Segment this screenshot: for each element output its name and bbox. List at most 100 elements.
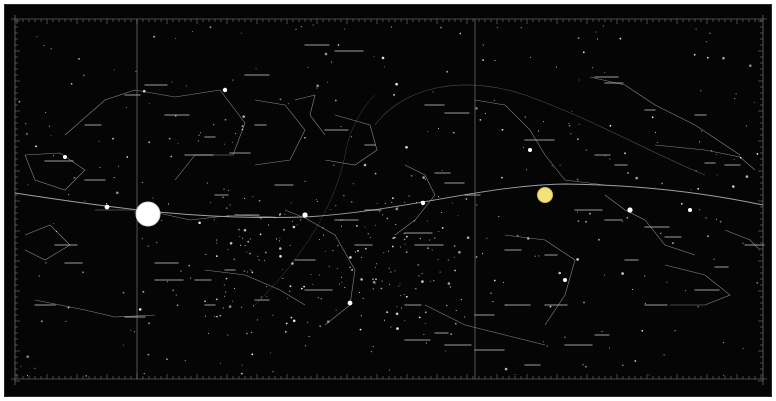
star (316, 87, 318, 89)
star (290, 316, 293, 319)
star (223, 284, 225, 286)
bright-star (528, 148, 532, 152)
star (715, 218, 717, 220)
star (529, 56, 532, 58)
star (289, 244, 291, 246)
star (419, 238, 421, 240)
star (152, 197, 154, 199)
star (608, 347, 611, 349)
star (514, 373, 516, 376)
star (388, 267, 390, 269)
star (246, 332, 248, 335)
star (232, 300, 234, 302)
star (122, 291, 125, 294)
star (327, 81, 329, 83)
star (465, 198, 468, 200)
star (481, 252, 484, 254)
star (78, 58, 80, 60)
star (118, 165, 120, 167)
star (666, 281, 668, 283)
star (373, 55, 375, 57)
star (216, 239, 218, 241)
star (405, 295, 408, 298)
constellation-outline (394, 164, 436, 236)
star (322, 234, 325, 236)
star (582, 364, 584, 366)
star (576, 258, 579, 261)
star (502, 281, 505, 283)
star (296, 224, 298, 226)
star (374, 267, 376, 269)
star (279, 247, 282, 250)
star (475, 107, 478, 110)
star (43, 44, 45, 47)
star (209, 201, 212, 203)
star (279, 255, 282, 258)
star (219, 362, 222, 364)
star (454, 269, 456, 272)
star (621, 364, 624, 367)
star (709, 32, 711, 34)
star (441, 169, 443, 172)
star (126, 156, 129, 158)
star (45, 262, 47, 264)
star (498, 216, 500, 218)
star (542, 341, 545, 343)
star (383, 66, 385, 68)
star (38, 275, 40, 277)
star (382, 214, 384, 216)
star (318, 238, 321, 241)
star (167, 203, 170, 205)
star (454, 322, 457, 325)
star (396, 327, 399, 330)
star (404, 320, 406, 322)
star (204, 300, 207, 303)
star (287, 297, 289, 299)
star (707, 235, 709, 238)
star (334, 99, 337, 102)
star (53, 223, 55, 225)
star (386, 311, 388, 314)
star (175, 37, 177, 39)
constellation-outline (284, 209, 356, 326)
star (603, 274, 606, 276)
star (264, 251, 267, 254)
bright-star (63, 155, 67, 159)
star (326, 320, 330, 323)
star (624, 152, 626, 155)
star (142, 89, 146, 93)
star (424, 311, 427, 314)
star (219, 314, 222, 317)
star (209, 26, 212, 29)
star (166, 281, 169, 283)
star (449, 286, 452, 288)
star (206, 182, 208, 184)
star (300, 26, 302, 28)
star (324, 250, 326, 252)
star (367, 233, 369, 235)
star (300, 219, 302, 221)
star (700, 130, 703, 132)
star (433, 280, 435, 282)
star (227, 215, 229, 217)
star (582, 51, 585, 54)
star (493, 99, 495, 101)
star (403, 238, 406, 241)
star (405, 146, 408, 149)
star (331, 61, 333, 63)
star (602, 25, 604, 27)
star (400, 307, 402, 309)
star (304, 180, 306, 182)
star (225, 277, 228, 280)
star (427, 130, 429, 133)
star (490, 292, 492, 295)
star (383, 319, 386, 321)
star (241, 128, 244, 131)
star (389, 283, 391, 286)
constellation-outline (664, 264, 731, 306)
star (627, 172, 629, 174)
star (359, 328, 362, 331)
star (252, 196, 254, 198)
star (634, 360, 637, 362)
star (661, 182, 663, 185)
